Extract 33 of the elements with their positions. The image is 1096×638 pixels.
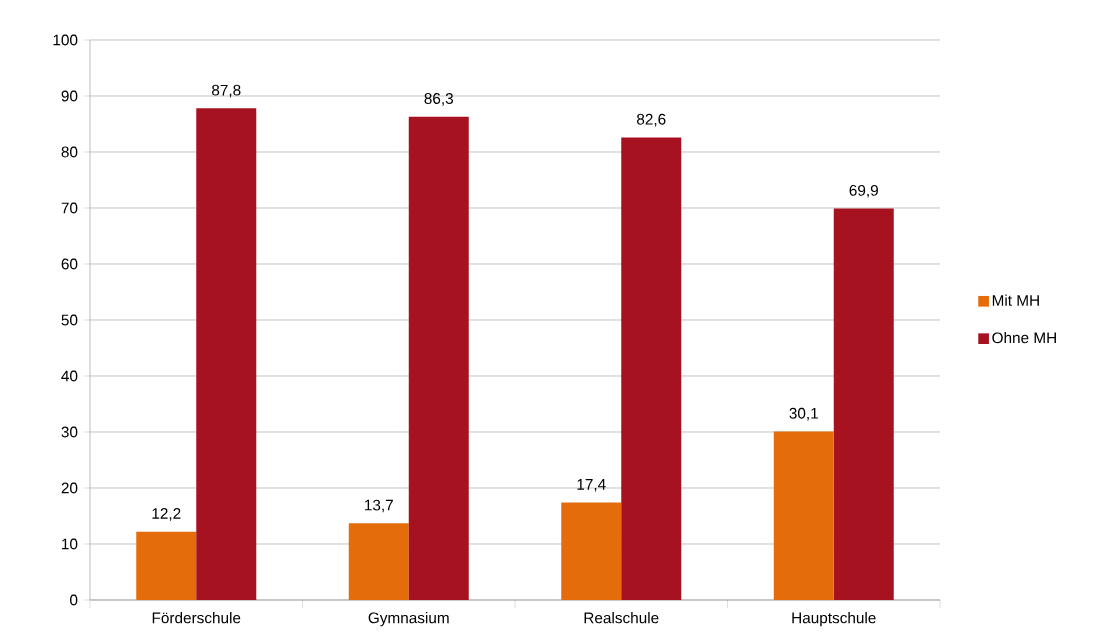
y-tick-label: 90 (61, 90, 78, 102)
data-label: 13,7 (365, 499, 393, 513)
data-label: 12,2 (152, 508, 181, 521)
data-label: 86,3 (424, 93, 453, 106)
y-tick-label: 60 (61, 258, 78, 270)
bar (196, 108, 257, 600)
bar (561, 502, 622, 600)
x-tick-label: Förderschule (152, 612, 241, 624)
data-label: 69,9 (849, 184, 878, 198)
bar (773, 431, 834, 600)
data-label: 17,4 (577, 479, 606, 492)
x-tick-label: Hauptschule (792, 612, 876, 627)
legend-label: Ohne MH (992, 332, 1056, 344)
bar (833, 208, 894, 600)
x-tick-label: Gymnasium (368, 612, 449, 627)
y-tick-label: 40 (61, 370, 78, 382)
y-tick-label: 0 (70, 594, 78, 606)
y-tick-label: 30 (61, 426, 78, 438)
y-tick-label: 10 (62, 538, 78, 550)
legend-label: Mit MH (992, 294, 1039, 306)
data-label: 30,1 (789, 407, 818, 421)
y-tick-label: 70 (61, 202, 78, 214)
y-tick-label: 100 (53, 34, 78, 46)
data-label: 82,6 (637, 113, 666, 127)
y-tick-label: 80 (61, 146, 78, 158)
y-tick-label: 20 (61, 482, 78, 494)
bar (348, 523, 409, 600)
bar (408, 116, 469, 600)
data-label: 87,8 (212, 84, 241, 98)
x-tick-label: Realschule (584, 612, 659, 624)
y-tick-label: 50 (61, 314, 78, 326)
bar (136, 531, 197, 600)
bar (621, 137, 682, 600)
